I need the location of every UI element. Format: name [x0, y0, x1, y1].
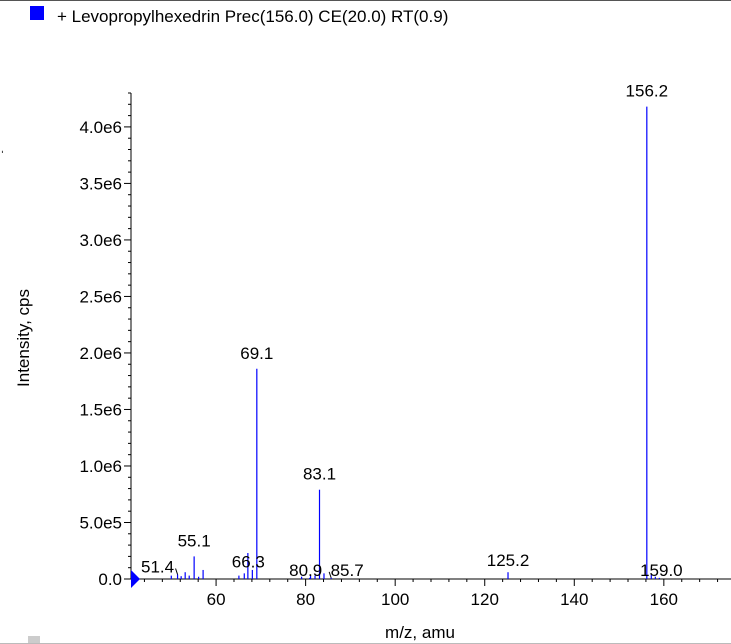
peak-label: 156.2 [626, 82, 669, 101]
y-axis-title: Intensity, cps [14, 289, 33, 387]
x-tick-label: 160 [650, 590, 678, 609]
peak-label: 125.2 [487, 551, 530, 570]
chart-axes: 0.0 5.0e5 1.0e6 1.5e6 2.0e6 2.5e6 3.0e6 3.5e6 4.… [79, 92, 731, 609]
x-tick-label: 140 [560, 590, 588, 609]
x-tick-label: 120 [471, 590, 499, 609]
y-tick-label: 1.0e6 [79, 457, 122, 476]
legend-swatch [30, 6, 44, 20]
peak-label: 83.1 [303, 465, 336, 484]
y-tick-label: 1.5e6 [79, 400, 122, 419]
peak-series [170, 106, 660, 579]
peak-label: 66.3 [232, 552, 265, 571]
bottom-legend-swatch [28, 636, 40, 644]
cursor-marker-icon: ˈ [0, 148, 5, 164]
peak-label-leader [328, 571, 332, 579]
legend-label: + Levopropylhexedrin Prec(156.0) CE(20.0… [57, 7, 449, 26]
peak-label: 51.4 [141, 557, 174, 576]
peak-label-leader [175, 568, 179, 575]
y-tick-label: 0.0 [98, 570, 122, 589]
peak-label: 69.1 [240, 344, 273, 363]
y-tick-label: 2.0e6 [79, 344, 122, 363]
peak-label: 80.9 [289, 561, 322, 580]
origin-marker-icon [131, 570, 140, 588]
y-tick-label: 3.5e6 [79, 174, 122, 193]
y-tick-label: 4.0e6 [79, 118, 122, 137]
top-border [0, 0, 731, 1]
peak-label: 55.1 [178, 531, 211, 550]
peak-labels: 156.2 69.1 83.1 55.1 66.3 51.4 80.9 85.7 125.2 15… [141, 82, 683, 580]
peak-label: 159.0 [640, 561, 683, 580]
peak-label: 85.7 [331, 561, 364, 580]
y-tick-label: 5.0e5 [79, 513, 122, 532]
x-tick-label: 60 [207, 590, 226, 609]
y-tick-label: 3.0e6 [79, 231, 122, 250]
x-tick-label: 100 [381, 590, 409, 609]
x-axis-title: m/z, amu [385, 623, 455, 642]
x-tick-label: 80 [296, 590, 315, 609]
y-tick-label: 2.5e6 [79, 287, 122, 306]
